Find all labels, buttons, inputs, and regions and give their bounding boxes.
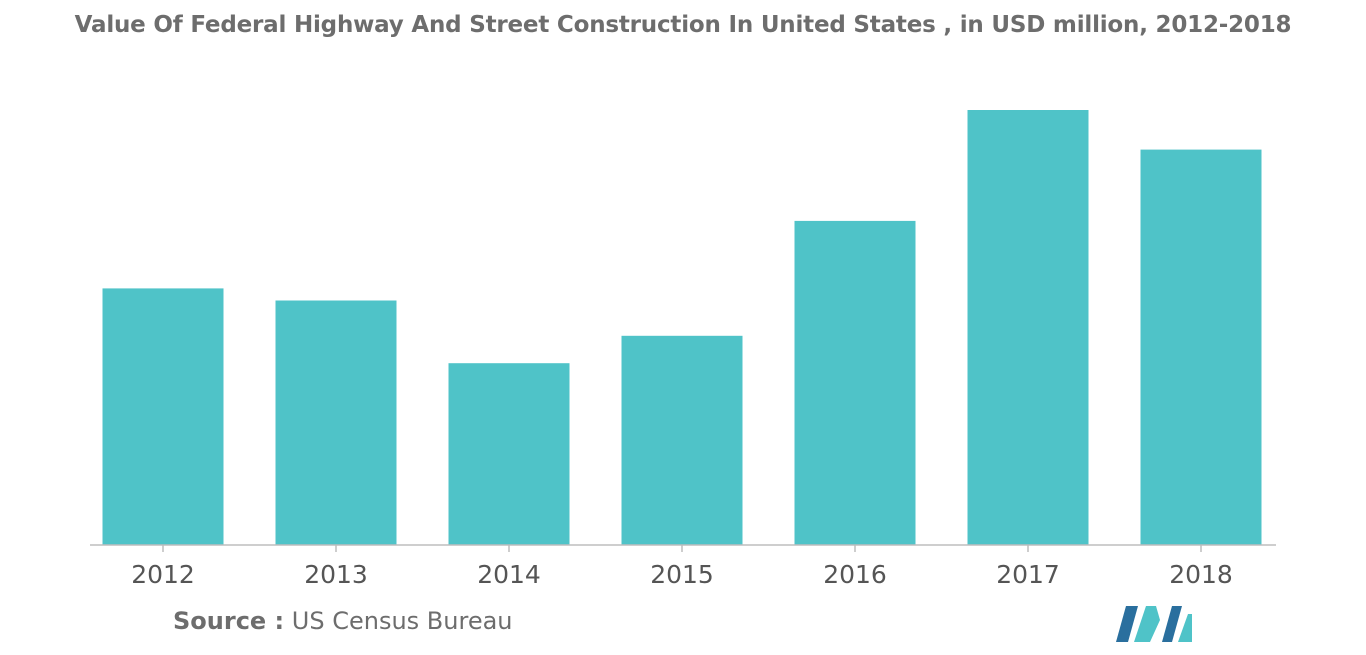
x-tick-label-2017: 2017: [996, 560, 1060, 589]
bar-2018: [1140, 149, 1262, 545]
x-axis-tick-labels: 2012 2013 2014 2015 2016 2017 2018: [131, 560, 1233, 589]
logo-shape-accent: [1178, 614, 1192, 642]
x-axis-ticks: [162, 545, 1202, 552]
logo-shape-mid: [1134, 606, 1160, 642]
x-tick-label-2016: 2016: [823, 560, 887, 589]
x-tick-label-2014: 2014: [477, 560, 541, 589]
x-tick-label-2012: 2012: [131, 560, 195, 589]
x-tick-label-2018: 2018: [1169, 560, 1233, 589]
bar-2017: [967, 110, 1089, 545]
mordor-intelligence-logo-icon: [1116, 606, 1192, 642]
x-tick-label-2015: 2015: [650, 560, 714, 589]
bar-2013: [275, 300, 397, 545]
chart-title: Value Of Federal Highway And Street Cons…: [74, 12, 1292, 38]
logo-shape-right: [1162, 606, 1182, 642]
bar-2016: [794, 220, 916, 545]
bar-chart: 2012 2013 2014 2015 2016 2017 2018: [90, 110, 1276, 589]
bar-2015: [621, 335, 743, 545]
source-label: Source :: [173, 607, 285, 635]
bar-2012: [102, 288, 224, 545]
source-text: US Census Bureau: [291, 607, 513, 635]
x-tick-label-2013: 2013: [304, 560, 368, 589]
bars-group: [102, 110, 1262, 545]
bar-2014: [448, 363, 570, 545]
source-note: Source : US Census Bureau: [173, 607, 513, 635]
logo-shape-left: [1116, 606, 1138, 642]
